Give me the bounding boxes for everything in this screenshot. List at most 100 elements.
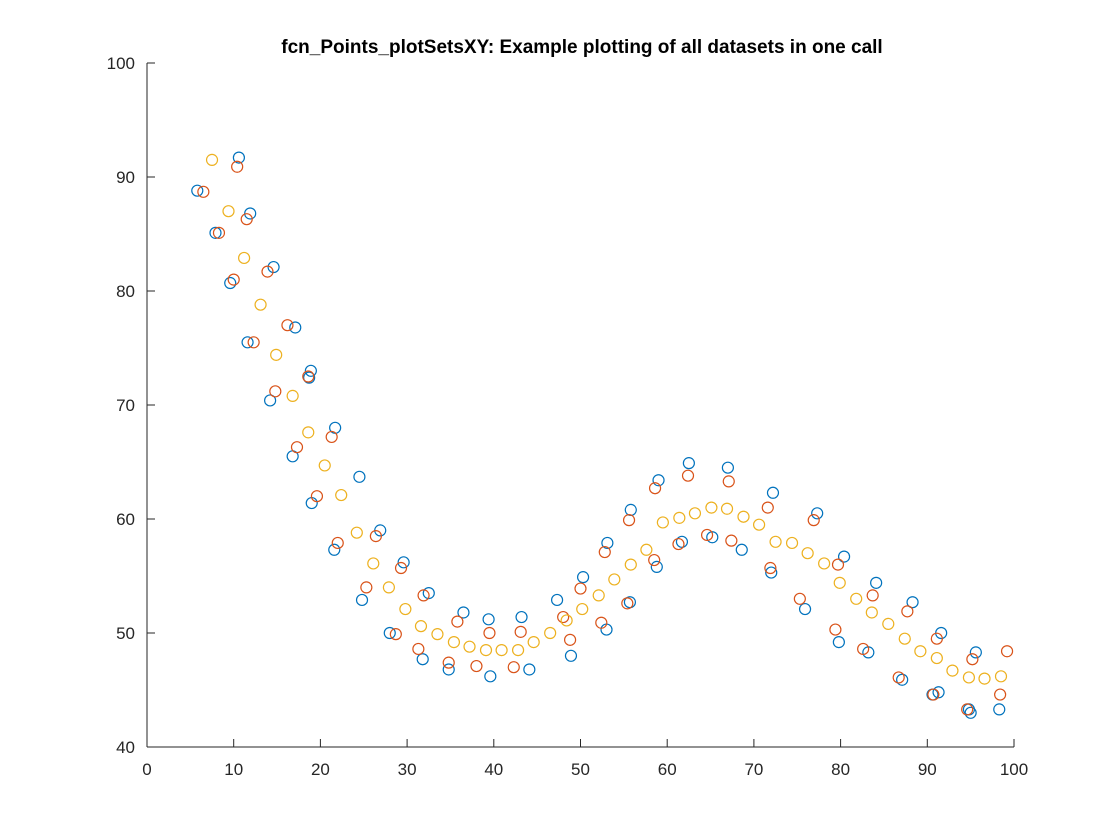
- data-point: [325, 430, 338, 444]
- data-point: [328, 543, 341, 556]
- x-tick-label: 40: [484, 760, 503, 779]
- data-point: [648, 482, 662, 495]
- data-point: [389, 628, 402, 641]
- data-point: [793, 592, 806, 605]
- data-point: [608, 573, 621, 586]
- data-point: [197, 185, 210, 198]
- data-point: [656, 516, 669, 529]
- data-point: [769, 535, 782, 548]
- y-tick-label: 50: [116, 624, 135, 643]
- data-point: [290, 441, 304, 454]
- data-point: [818, 557, 831, 570]
- data-point: [906, 596, 919, 609]
- data-point: [807, 514, 820, 527]
- data-point: [289, 321, 302, 334]
- data-point: [304, 364, 317, 377]
- data-point: [544, 626, 557, 640]
- data-point: [833, 576, 846, 589]
- data-point: [560, 614, 573, 627]
- data-point: [222, 205, 235, 218]
- series-2: [197, 160, 1014, 716]
- data-point: [722, 475, 735, 488]
- data-point: [798, 602, 812, 616]
- data-point: [927, 688, 940, 701]
- data-point: [281, 319, 294, 332]
- x-tick-label: 100: [1000, 760, 1028, 779]
- series-3: [205, 153, 1008, 685]
- data-point: [412, 642, 425, 656]
- data-point: [397, 556, 410, 569]
- data-point: [514, 625, 527, 638]
- data-point: [832, 636, 845, 649]
- data-point: [764, 561, 777, 575]
- x-tick-label: 30: [398, 760, 417, 779]
- data-point: [969, 646, 982, 659]
- data-point: [598, 545, 611, 559]
- data-point: [479, 643, 493, 657]
- data-point: [681, 469, 695, 482]
- x-tick-label: 60: [658, 760, 677, 779]
- data-point: [482, 613, 495, 626]
- data-point: [205, 153, 219, 166]
- data-point: [331, 536, 344, 550]
- series-1: [191, 151, 1006, 719]
- data-point: [829, 623, 842, 636]
- data-point: [595, 616, 608, 629]
- axes: 0 10 20 30 40 50 60 70 80 90 100 40 50 60 70 80 90 100: [107, 54, 1029, 779]
- y-tick-label: 60: [116, 510, 135, 529]
- data-point: [898, 632, 911, 645]
- x-tick-label: 20: [311, 760, 330, 779]
- data-point: [837, 550, 851, 563]
- data-point: [447, 636, 461, 649]
- data-point: [866, 589, 879, 602]
- data-point: [961, 703, 974, 716]
- data-point: [706, 531, 719, 544]
- data-point: [457, 606, 470, 619]
- data-point: [416, 653, 429, 666]
- data-point: [993, 703, 1006, 716]
- data-point: [577, 571, 590, 584]
- data-point: [209, 226, 222, 239]
- data-point: [355, 593, 369, 607]
- data-point: [675, 535, 689, 548]
- data-point: [688, 507, 702, 520]
- data-point: [269, 385, 282, 398]
- x-tick-label: 10: [224, 760, 243, 779]
- data-point: [367, 557, 380, 570]
- data-point: [640, 543, 653, 556]
- data-point: [264, 394, 277, 407]
- data-point: [527, 636, 540, 649]
- data-point: [673, 511, 686, 524]
- data-point: [592, 589, 605, 602]
- data-point: [383, 626, 396, 640]
- data-point: [238, 251, 251, 265]
- x-tick-label: 80: [831, 760, 850, 779]
- data-point: [753, 518, 766, 531]
- data-point: [303, 371, 316, 384]
- data-point: [523, 663, 536, 676]
- data-point: [735, 543, 748, 556]
- data-point: [483, 626, 496, 640]
- data-point: [382, 581, 395, 594]
- plot-area: [191, 151, 1014, 719]
- data-point: [241, 336, 254, 349]
- x-tick-label: 70: [744, 760, 763, 779]
- data-point: [422, 586, 435, 600]
- data-point: [930, 632, 943, 645]
- data-point: [442, 663, 455, 676]
- data-point: [624, 558, 637, 571]
- data-point: [1000, 645, 1014, 658]
- data-point: [227, 273, 240, 286]
- data-point: [515, 610, 528, 624]
- y-tick-label: 40: [116, 738, 135, 757]
- data-point: [451, 615, 464, 628]
- data-point: [399, 602, 412, 616]
- data-point: [624, 503, 637, 516]
- data-point: [648, 553, 661, 567]
- data-point: [224, 276, 237, 290]
- data-point: [442, 656, 455, 669]
- y-tick-label: 70: [116, 396, 135, 415]
- data-point: [557, 610, 570, 624]
- data-point: [994, 688, 1007, 701]
